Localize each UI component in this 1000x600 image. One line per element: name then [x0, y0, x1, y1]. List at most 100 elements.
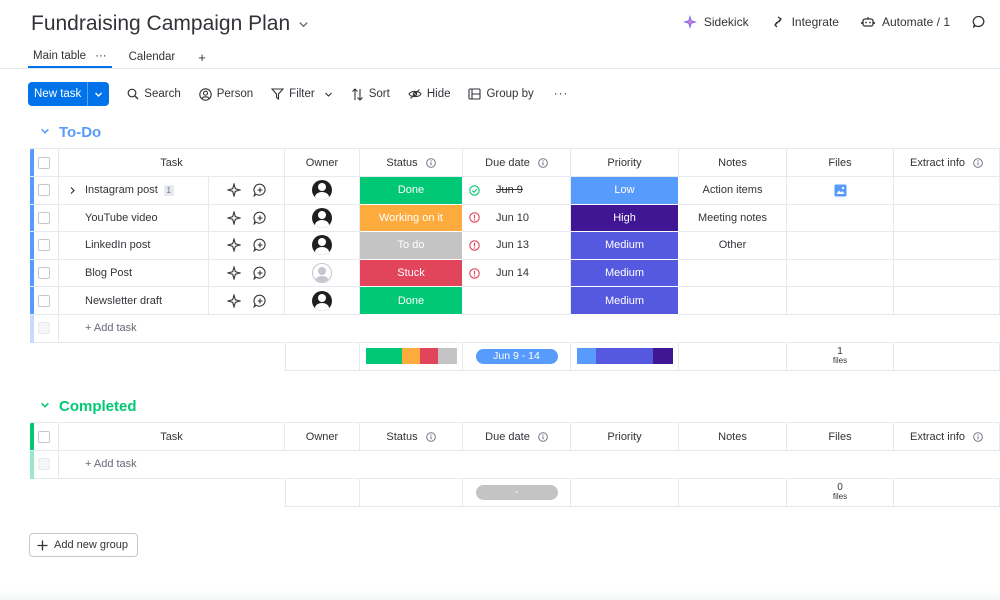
- info-icon[interactable]: [425, 157, 436, 168]
- due-range-pill[interactable]: -: [475, 484, 558, 500]
- row-checkbox-cell[interactable]: [30, 259, 59, 288]
- column-header-files[interactable]: Files: [787, 423, 894, 451]
- task-name-cell[interactable]: Instagram post 1: [59, 177, 209, 205]
- column-header-priority[interactable]: Priority: [571, 423, 679, 451]
- info-icon[interactable]: [973, 431, 983, 442]
- owner-cell[interactable]: [285, 287, 360, 315]
- row-checkbox-cell[interactable]: [30, 204, 59, 233]
- avatar[interactable]: [312, 235, 332, 256]
- chevron-down-icon[interactable]: [298, 19, 309, 33]
- row-checkbox[interactable]: [38, 184, 50, 197]
- task-name[interactable]: Newsletter draft: [85, 294, 163, 307]
- summary-status-cell[interactable]: [360, 342, 463, 371]
- due-range-pill[interactable]: Jun 9 - 14: [475, 348, 558, 364]
- task-name-cell[interactable]: Blog Post: [59, 259, 209, 288]
- avatar[interactable]: [312, 263, 332, 284]
- board-title[interactable]: Fundraising Campaign Plan: [31, 12, 309, 36]
- summary-files-cell[interactable]: 1 files: [787, 342, 894, 371]
- notes-cell[interactable]: Action items: [679, 177, 787, 205]
- add-task-label[interactable]: + Add task: [85, 458, 137, 471]
- status-cell[interactable]: Done: [360, 177, 463, 205]
- ai-sparkle-icon[interactable]: [226, 238, 241, 253]
- add-update-icon[interactable]: [252, 238, 267, 253]
- column-header-extract-info[interactable]: Extract info: [894, 149, 1000, 177]
- avatar[interactable]: [312, 290, 332, 311]
- add-update-icon[interactable]: [252, 266, 267, 281]
- priority-cell[interactable]: Medium: [571, 232, 679, 260]
- add-update-icon[interactable]: [252, 183, 267, 198]
- group-title-completed[interactable]: Completed: [40, 398, 137, 415]
- priority-cell[interactable]: High: [571, 204, 679, 233]
- select-all-checkbox-cell[interactable]: [30, 423, 59, 451]
- summary-files-cell[interactable]: 0 files: [787, 478, 894, 507]
- priority-cell[interactable]: Low: [571, 177, 679, 205]
- row-checkbox[interactable]: [38, 267, 50, 280]
- due-date-cell[interactable]: [463, 287, 571, 315]
- tab-calendar[interactable]: Calendar: [124, 46, 181, 68]
- new-task-label[interactable]: New task: [34, 88, 82, 100]
- info-icon[interactable]: [973, 157, 983, 168]
- extract-info-cell[interactable]: [894, 287, 1000, 315]
- chevron-down-icon[interactable]: [324, 90, 333, 99]
- files-cell[interactable]: [787, 259, 894, 288]
- sort-button[interactable]: Sort: [351, 87, 390, 101]
- column-header-notes[interactable]: Notes: [679, 149, 787, 177]
- add-task-row[interactable]: + Add task: [59, 451, 1000, 479]
- files-cell[interactable]: [787, 287, 894, 315]
- task-name[interactable]: Blog Post: [85, 267, 133, 280]
- select-all-checkbox[interactable]: [38, 430, 50, 443]
- summary-notes-cell[interactable]: [679, 478, 787, 507]
- group-title-todo[interactable]: To-Do: [40, 124, 101, 141]
- add-update-icon[interactable]: [252, 294, 267, 308]
- summary-due-cell[interactable]: -: [463, 478, 571, 507]
- toolbar-more-icon[interactable]: ···: [553, 88, 569, 100]
- info-icon[interactable]: [538, 157, 548, 168]
- summary-notes-cell[interactable]: [679, 342, 787, 371]
- task-name[interactable]: LinkedIn post: [85, 239, 151, 252]
- image-file-icon[interactable]: [834, 184, 847, 197]
- add-task-row[interactable]: + Add task: [59, 315, 1000, 343]
- extract-info-cell[interactable]: [894, 177, 1000, 205]
- notes-cell[interactable]: [679, 259, 787, 288]
- add-view-button[interactable]: +: [198, 49, 206, 65]
- row-checkbox[interactable]: [38, 211, 50, 224]
- status-cell[interactable]: To do: [360, 232, 463, 260]
- summary-extract-cell[interactable]: [894, 478, 1000, 507]
- add-new-group-button[interactable]: Add new group: [29, 533, 138, 557]
- status-cell[interactable]: Done: [360, 287, 463, 315]
- person-filter-button[interactable]: Person: [198, 87, 253, 101]
- new-task-button[interactable]: New task: [28, 82, 110, 106]
- ai-sparkle-icon[interactable]: [226, 293, 241, 308]
- notes-cell[interactable]: Meeting notes: [679, 204, 787, 233]
- row-checkbox[interactable]: [38, 239, 50, 252]
- extract-info-cell[interactable]: [894, 204, 1000, 233]
- ai-sparkle-icon[interactable]: [226, 266, 241, 281]
- ai-sparkle-icon[interactable]: [226, 183, 241, 198]
- extract-info-cell[interactable]: [894, 232, 1000, 260]
- column-header-owner[interactable]: Owner: [285, 423, 360, 451]
- group-by-button[interactable]: Group by: [468, 88, 534, 100]
- info-icon[interactable]: [538, 431, 548, 442]
- due-date-cell[interactable]: Jun 10: [463, 204, 571, 233]
- due-date-cell[interactable]: Jun 9: [463, 177, 571, 205]
- select-all-checkbox[interactable]: [38, 156, 50, 169]
- row-checkbox[interactable]: [38, 294, 50, 307]
- files-cell[interactable]: [787, 232, 894, 260]
- task-name-cell[interactable]: YouTube video: [59, 204, 209, 233]
- priority-distribution-bar[interactable]: [576, 348, 673, 365]
- task-name[interactable]: YouTube video: [85, 211, 158, 224]
- column-header-status[interactable]: Status: [360, 423, 463, 451]
- column-header-status[interactable]: Status: [360, 149, 463, 177]
- owner-cell[interactable]: [285, 259, 360, 288]
- info-icon[interactable]: [425, 431, 436, 442]
- automate-button[interactable]: Automate / 1: [861, 15, 950, 29]
- summary-status-cell[interactable]: [360, 478, 463, 507]
- priority-cell[interactable]: Medium: [571, 259, 679, 288]
- avatar[interactable]: [312, 180, 332, 201]
- summary-prio-cell[interactable]: [571, 478, 679, 507]
- task-name[interactable]: Instagram post: [85, 184, 158, 197]
- summary-prio-cell[interactable]: [571, 342, 679, 371]
- updates-button[interactable]: [972, 15, 986, 29]
- due-date-cell[interactable]: Jun 13: [463, 232, 571, 260]
- notes-cell[interactable]: [679, 287, 787, 315]
